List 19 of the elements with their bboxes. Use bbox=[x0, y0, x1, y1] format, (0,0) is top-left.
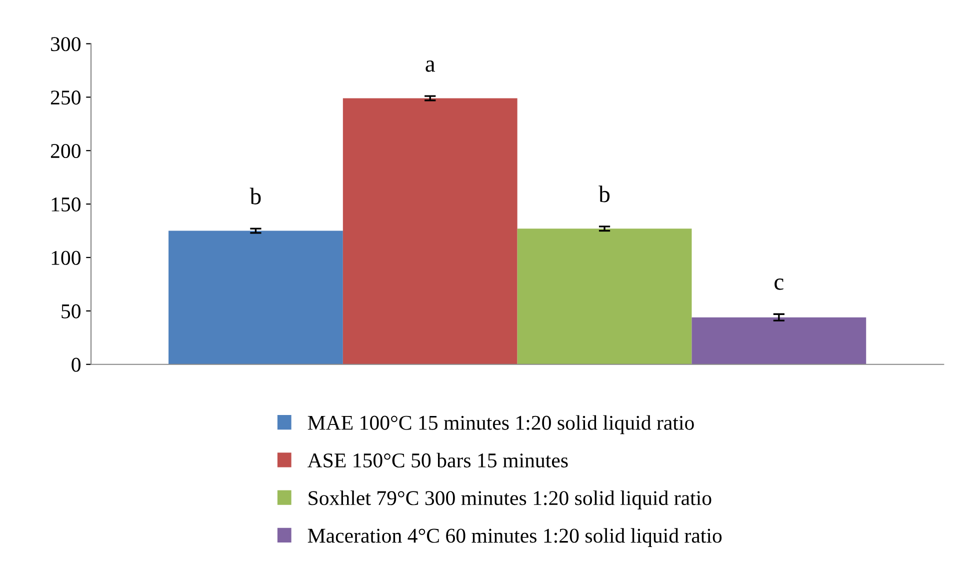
y-tick-label: 200 bbox=[50, 144, 80, 158]
bar bbox=[342, 98, 518, 364]
legend-label: MAE 100°C 15 minutes 1:20 solid liquid ratio bbox=[308, 415, 694, 434]
annotation: a bbox=[426, 60, 436, 72]
bar bbox=[517, 228, 692, 364]
annotation: b bbox=[598, 186, 610, 202]
y-tick-label: 50 bbox=[62, 304, 80, 318]
y-tick-label: 0 bbox=[72, 358, 80, 372]
y-tick-label: 150 bbox=[52, 197, 80, 212]
y-tick-label: 300 bbox=[51, 37, 80, 52]
bar bbox=[168, 230, 343, 364]
legend-label: ASE 150°C 50 bars 15 minutes bbox=[308, 452, 568, 468]
annotation: c bbox=[774, 278, 784, 290]
y-tick-label: 250 bbox=[50, 90, 80, 105]
bar bbox=[692, 317, 866, 364]
annotation: b bbox=[250, 188, 261, 204]
legend-label: Maceration 4°C 60 minutes 1:20 solid liquid ratio bbox=[308, 528, 722, 548]
y-tick-label: 100 bbox=[52, 250, 80, 265]
legend-label: Soxhlet 79°C 300 minutes 1:20 solid liquid ratio bbox=[308, 490, 712, 510]
